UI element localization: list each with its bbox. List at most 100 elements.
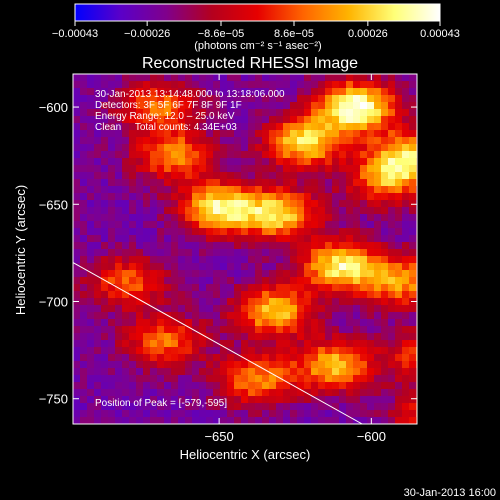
heatmap-cell <box>269 109 277 117</box>
heatmap-cell <box>297 235 305 243</box>
heatmap-cell <box>115 347 123 355</box>
heatmap-cell <box>157 102 165 110</box>
heatmap-cell <box>269 305 277 313</box>
heatmap-cell <box>115 235 123 243</box>
heatmap-cell <box>115 312 123 320</box>
heatmap-cell <box>318 291 326 299</box>
heatmap-cell <box>262 158 270 166</box>
heatmap-cell <box>402 81 410 89</box>
heatmap-cell <box>360 249 368 257</box>
heatmap-cell <box>108 291 116 299</box>
heatmap-cell <box>395 221 403 229</box>
heatmap-cell <box>80 312 88 320</box>
heatmap-cell <box>276 193 284 201</box>
heatmap-cell <box>171 319 179 327</box>
heatmap-cell <box>283 74 291 82</box>
heatmap-cell <box>402 123 410 131</box>
heatmap-cell <box>87 193 95 201</box>
heatmap-cell <box>276 284 284 292</box>
heatmap-cell <box>87 354 95 362</box>
heatmap-cell <box>234 277 242 285</box>
heatmap-cell <box>87 235 95 243</box>
heatmap-cell <box>381 263 389 271</box>
heatmap-cell <box>297 361 305 369</box>
heatmap-cell <box>318 284 326 292</box>
heatmap-cell <box>248 403 256 411</box>
heatmap-cell <box>339 403 347 411</box>
heatmap-cell <box>276 221 284 229</box>
heatmap-cell <box>339 319 347 327</box>
heatmap-cell <box>220 319 228 327</box>
heatmap-cell <box>304 277 312 285</box>
heatmap-cell <box>122 172 130 180</box>
heatmap-cell <box>367 116 375 124</box>
heatmap-cell <box>115 291 123 299</box>
heatmap-cell <box>94 242 102 250</box>
heatmap-cell <box>311 221 319 229</box>
heatmap-cell <box>353 179 361 187</box>
heatmap-cell <box>353 389 361 397</box>
heatmap-cell <box>213 95 221 103</box>
heatmap-cell <box>402 207 410 215</box>
heatmap-cell <box>360 109 368 117</box>
heatmap-cell <box>276 326 284 334</box>
heatmap-cell <box>94 123 102 131</box>
heatmap-cell <box>171 333 179 341</box>
heatmap-cell <box>157 326 165 334</box>
heatmap-cell <box>262 326 270 334</box>
heatmap-cell <box>157 249 165 257</box>
heatmap-cell <box>360 361 368 369</box>
heatmap-cell <box>227 291 235 299</box>
heatmap-cell <box>409 130 417 138</box>
heatmap-cell <box>101 305 109 313</box>
heatmap-cell <box>94 263 102 271</box>
heatmap-cell <box>199 368 207 376</box>
heatmap-cell <box>241 179 249 187</box>
heatmap-cell <box>283 116 291 124</box>
heatmap-cell <box>171 193 179 201</box>
heatmap-cell <box>374 361 382 369</box>
heatmap-cell <box>213 193 221 201</box>
heatmap-cell <box>304 207 312 215</box>
heatmap-cell <box>297 200 305 208</box>
annotation-time-range: 30-Jan-2013 13:14:48.000 to 13:18:06.000 <box>95 89 285 100</box>
heatmap-cell <box>409 375 417 383</box>
heatmap-cell <box>353 221 361 229</box>
heatmap-cell <box>185 340 193 348</box>
heatmap-cell <box>395 291 403 299</box>
heatmap-cell <box>213 165 221 173</box>
heatmap-cell <box>164 249 172 257</box>
heatmap-cell <box>332 333 340 341</box>
heatmap-cell <box>164 403 172 411</box>
heatmap-cell <box>339 172 347 180</box>
heatmap-cell <box>213 207 221 215</box>
heatmap-cell <box>213 291 221 299</box>
heatmap-cell <box>129 382 137 390</box>
heatmap-cell <box>192 88 200 96</box>
heatmap-cell <box>248 193 256 201</box>
heatmap-cell <box>150 88 158 96</box>
heatmap-cell <box>164 228 172 236</box>
heatmap-cell <box>213 340 221 348</box>
heatmap-cell <box>234 354 242 362</box>
heatmap-cell <box>395 284 403 292</box>
heatmap-cell <box>262 291 270 299</box>
heatmap-cell <box>115 340 123 348</box>
heatmap-cell <box>276 319 284 327</box>
heatmap-cell <box>129 284 137 292</box>
heatmap-cell <box>360 368 368 376</box>
heatmap-cell <box>220 333 228 341</box>
heatmap-cell <box>185 179 193 187</box>
heatmap-cell <box>276 172 284 180</box>
heatmap-cell <box>192 270 200 278</box>
heatmap-cell <box>94 354 102 362</box>
heatmap-cell <box>101 389 109 397</box>
heatmap-cell <box>171 165 179 173</box>
heatmap-cell <box>122 144 130 152</box>
heatmap-cell <box>283 277 291 285</box>
heatmap-cell <box>213 284 221 292</box>
heatmap-cell <box>122 396 130 404</box>
heatmap-cell <box>129 305 137 313</box>
heatmap-cell <box>367 326 375 334</box>
heatmap-cell <box>129 263 137 271</box>
